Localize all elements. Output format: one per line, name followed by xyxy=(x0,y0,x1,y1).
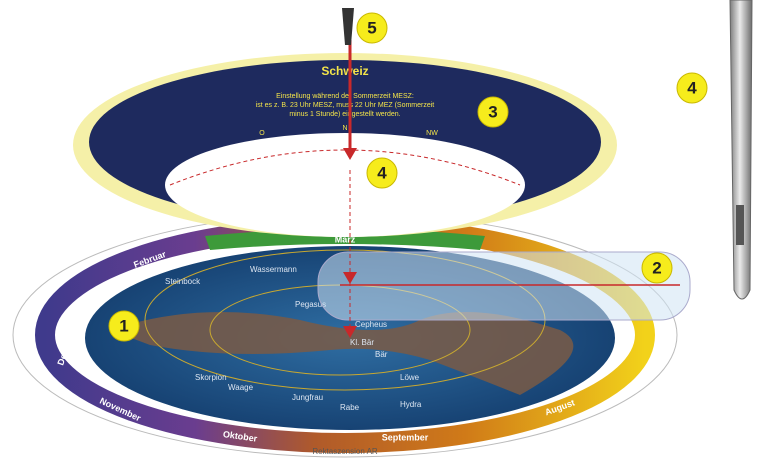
disc-text: minus 1 Stunde) eingestellt werden. xyxy=(289,111,400,118)
disc-text: Einstellung während der Sommerzeit MESZ: xyxy=(276,93,414,100)
callouts: 5 3 4 2 1 4 xyxy=(108,12,708,342)
callout-number: 4 xyxy=(377,163,387,182)
arrow-head xyxy=(343,326,357,338)
callout-number: 5 xyxy=(367,18,376,37)
constellation: Pegasus xyxy=(295,300,326,309)
callout-number: 1 xyxy=(119,316,128,335)
horizon-arc xyxy=(169,149,521,186)
constellation: Löwe xyxy=(400,373,420,382)
constellation: Kl. Bär xyxy=(350,338,374,347)
callout-number: 3 xyxy=(488,102,497,121)
constellation: Rabe xyxy=(340,403,360,412)
footer-label: Rektaszension AR xyxy=(312,447,378,456)
constellation: Wassermann xyxy=(250,265,297,274)
tool xyxy=(729,0,753,300)
disc-title: Schweiz xyxy=(321,64,368,78)
milky-way xyxy=(110,312,574,395)
disc-text: ist es z. B. 23 Uhr MESZ, muss 22 Uhr ME… xyxy=(256,102,435,109)
pin xyxy=(342,8,354,45)
constellation: Waage xyxy=(228,383,254,392)
callout-badge xyxy=(108,310,140,342)
callout-badge xyxy=(366,157,398,189)
callout-number: 2 xyxy=(652,258,661,277)
constellation-labels: Wassermann Steinbock Pegasus Cepheus Kl.… xyxy=(165,265,422,412)
direction: N xyxy=(342,125,347,132)
arrow-head xyxy=(343,272,357,284)
constellation: Cepheus xyxy=(355,320,387,329)
month: September xyxy=(382,432,429,442)
callout-badge xyxy=(676,72,708,104)
callout-badge xyxy=(641,252,673,284)
direction: NW xyxy=(426,130,438,137)
green-band xyxy=(205,229,485,250)
callout-badge xyxy=(477,96,509,128)
callout-number: 4 xyxy=(687,78,697,97)
constellation: Steinbock xyxy=(165,277,201,286)
callout-badge xyxy=(356,12,388,44)
band-month: März xyxy=(335,234,356,244)
constellation: Bär xyxy=(375,350,388,359)
direction: O xyxy=(259,130,265,137)
constellation: Jungfrau xyxy=(292,393,323,402)
horizon-window xyxy=(165,133,525,237)
arrow-head xyxy=(343,148,357,160)
month: Oktober xyxy=(222,429,258,444)
tool-slot xyxy=(736,205,744,245)
constellation: Hydra xyxy=(400,400,422,409)
constellation: Skorpion xyxy=(195,373,227,382)
transparent-ruler xyxy=(317,251,691,321)
